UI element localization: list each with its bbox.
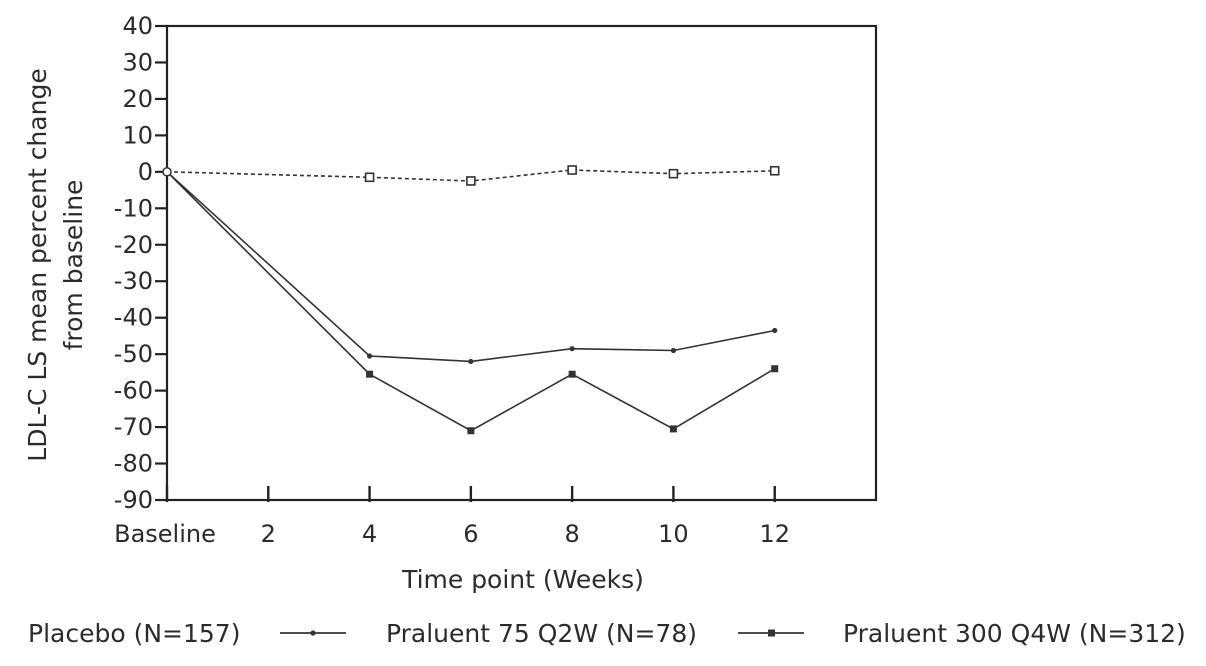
data-point [568,370,576,378]
y-tick-label: 30 [122,48,153,76]
data-point [162,167,172,177]
y-tick-label: -60 [114,377,153,405]
y-tick-label: -80 [114,450,153,478]
legend-label: Praluent 300 Q4W (N=312) [843,619,1186,648]
y-tick-label: 10 [122,121,153,149]
legend-swatch [280,630,346,636]
series-1 [162,165,780,186]
data-point [669,425,677,433]
y-axis: 40 30 20 10 0 -10 -20 -30 -40 -50 -60 -70 -80 -90 [114,12,167,514]
series-3 [162,167,779,435]
x-tick-label: 2 [261,520,276,548]
x-tick-label: 6 [463,520,478,548]
y-tick-label: -90 [114,486,153,514]
x-tick-label: 12 [759,520,790,548]
series-line [166,171,775,363]
legend: Placebo (N=157) Praluent 75 Q2W (N=78) Pra… [28,619,1186,648]
x-tick-label: 4 [362,520,377,548]
series-line [166,169,775,182]
series-layer [162,165,780,435]
data-point [772,327,778,334]
legend-swatch-marker [768,629,775,637]
plot-frame [165,24,878,502]
series-line [166,171,776,432]
y-tick-label: -50 [114,340,153,368]
legend-swatch [738,629,804,637]
data-point [366,370,374,378]
data-point [364,172,375,183]
plot-border [165,24,878,502]
data-point [466,176,476,186]
y-tick-label: -70 [114,413,153,441]
y-axis-title-line-1: LDL-C LS mean percent change [23,68,52,461]
legend-swatch-marker [310,630,316,636]
series-2 [162,167,778,365]
y-axis-title: LDL-C LS mean percent change from baseli… [23,68,88,461]
x-axis-title: Time point (Weeks) [401,565,644,594]
data-point [670,347,677,354]
data-point [771,365,779,373]
data-point [366,353,373,359]
y-tick-label: -40 [114,304,153,332]
y-tick-label: -20 [114,231,153,259]
y-axis-title-line-2: from baseline [59,180,88,351]
legend-label: Placebo (N=157) [28,619,240,648]
x-tick-label: 8 [565,520,580,548]
y-tick-label: -10 [114,194,153,222]
data-point [567,165,577,175]
data-point [668,168,679,179]
y-tick-label: 40 [122,12,153,40]
y-tick-label: 0 [138,158,153,186]
data-point [467,427,475,435]
legend-label: Praluent 75 Q2W (N=78) [386,619,697,648]
y-tick-label: 20 [122,85,153,113]
x-tick-label: 10 [658,520,689,548]
data-point [569,346,575,352]
x-axis: Baseline 2 4 6 8 10 12 [114,486,790,548]
data-point [769,165,780,176]
data-point [468,358,474,365]
y-tick-label: -30 [114,267,153,295]
x-tick-label: Baseline [114,520,216,548]
